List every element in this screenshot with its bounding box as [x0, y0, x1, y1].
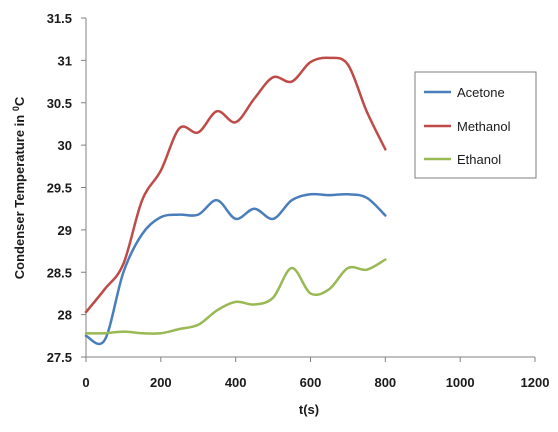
legend-label-ethanol: Ethanol: [457, 152, 501, 167]
legend-label-acetone: Acetone: [457, 85, 505, 100]
y-tick-label: 28: [58, 308, 72, 323]
x-tick-label: 1200: [521, 375, 550, 390]
legend-label-methanol: Methanol: [457, 119, 511, 134]
series-line-ethanol: [84, 258, 387, 335]
y-tick-label: 29: [58, 223, 72, 238]
x-tick-label: 200: [150, 375, 172, 390]
y-tick-label: 29.5: [47, 181, 72, 196]
x-axis-title: t(s): [299, 402, 319, 417]
x-tick-label: 600: [300, 375, 322, 390]
y-tick-label: 27.5: [47, 350, 72, 365]
legend: Acetone Methanol Ethanol: [414, 71, 537, 179]
y-tick-label: 28.5: [47, 265, 72, 280]
y-tick-label: 30.5: [47, 96, 72, 111]
y-axis-title: Condenser Temperature in 0C: [11, 96, 27, 279]
series-lines: [84, 56, 387, 346]
x-tick-label: 0: [82, 375, 89, 390]
y-tick-label: 31: [58, 53, 72, 68]
axes: [81, 17, 536, 362]
y-axis-title-degree: 0: [11, 106, 21, 111]
tick-labels: 27.5 28 28.5 29 29.5 30 30.5 31 31.5 0 200 400 600 80…: [47, 11, 550, 390]
y-tick-label: 30: [58, 138, 72, 153]
series-line-methanol: [84, 56, 387, 314]
y-tick-label: 31.5: [47, 11, 72, 26]
series-line-acetone: [84, 192, 387, 346]
legend-items: Acetone Methanol Ethanol: [424, 85, 511, 167]
x-tick-label: 1000: [446, 375, 475, 390]
y-axis-title-unit: C: [12, 96, 27, 106]
x-tick-label: 800: [374, 375, 396, 390]
x-tick-label: 400: [225, 375, 247, 390]
y-axis-title-main: Condenser Temperature in: [12, 111, 27, 279]
